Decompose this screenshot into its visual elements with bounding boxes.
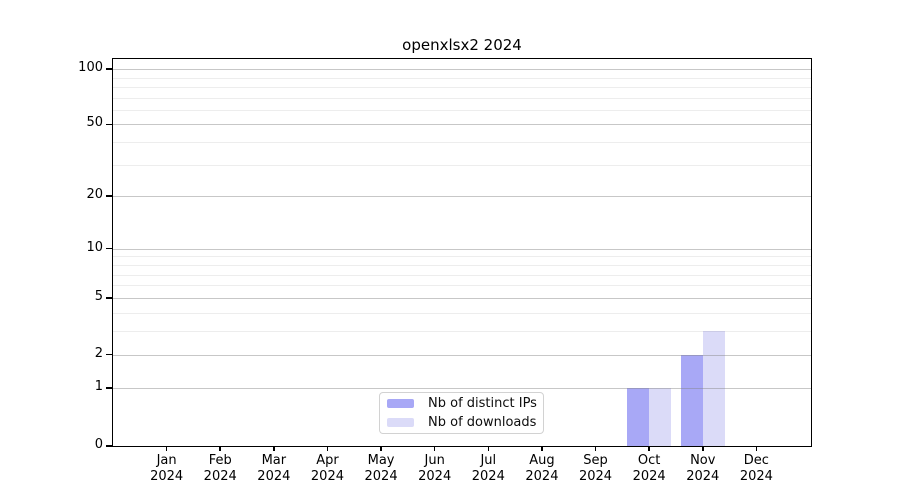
bar-distinct-ips-oct: [627, 387, 650, 446]
x-tick-label-feb: Feb 2024: [192, 453, 248, 485]
x-tick-label-jan: Jan 2024: [139, 453, 195, 485]
y-tick-mark-5: [106, 297, 112, 299]
x-tick-label-oct: Oct 2024: [621, 453, 677, 485]
major-gridline-10: [113, 248, 811, 250]
x-tick-mark-sep: [594, 446, 597, 451]
minor-gridline-9: [113, 256, 811, 258]
y-tick-label-20: 20: [86, 187, 103, 203]
plot-area: [112, 58, 812, 447]
minor-gridline-7: [113, 274, 811, 276]
x-tick-year: 2024: [739, 469, 773, 484]
x-tick-year: 2024: [632, 469, 666, 484]
y-tick-mark-1: [106, 387, 112, 389]
legend-row-downloads: Nb of downloads: [387, 415, 543, 430]
x-tick-mark-jul: [487, 446, 490, 451]
x-tick-month: May: [367, 453, 395, 468]
major-gridline-100: [113, 69, 811, 71]
x-tick-year: 2024: [310, 469, 344, 484]
y-tick-label-1: 1: [94, 378, 103, 394]
x-tick-month: Oct: [637, 453, 661, 468]
major-gridline-2: [113, 354, 811, 356]
x-tick-month: Aug: [529, 453, 555, 468]
minor-gridline-60: [113, 109, 811, 111]
x-tick-year: 2024: [686, 469, 720, 484]
minor-gridline-30: [113, 164, 811, 166]
y-tick-label-10: 10: [86, 239, 103, 255]
x-tick-year: 2024: [471, 469, 505, 484]
y-tick-mark-0: [106, 445, 112, 447]
x-tick-mark-jan: [165, 446, 168, 451]
y-tick-mark-100: [106, 68, 112, 70]
major-gridline-5: [113, 297, 811, 299]
x-tick-month: Jul: [480, 453, 497, 468]
y-tick-mark-20: [106, 195, 112, 197]
x-tick-mark-jun: [433, 446, 436, 451]
x-tick-mark-mar: [273, 446, 275, 451]
x-tick-year: 2024: [203, 469, 237, 484]
bar-distinct-ips-nov: [680, 354, 703, 446]
minor-gridline-3: [113, 331, 811, 332]
x-tick-label-nov: Nov 2024: [675, 453, 731, 485]
x-tick-year: 2024: [257, 469, 291, 484]
x-tick-month: Jun: [424, 453, 445, 468]
minor-gridline-90: [113, 77, 811, 79]
legend-label-distinct-ips: Nb of distinct IPs: [428, 396, 537, 412]
y-tick-label-50: 50: [86, 115, 103, 131]
x-tick-year: 2024: [525, 469, 559, 484]
x-tick-label-may: May 2024: [353, 453, 409, 485]
x-tick-label-mar: Mar 2024: [246, 453, 302, 485]
legend-row-distinct-ips: Nb of distinct IPs: [387, 396, 543, 411]
bar-downloads-nov: [702, 331, 725, 446]
x-tick-label-apr: Apr 2024: [299, 453, 355, 485]
x-tick-label-sep: Sep 2024: [568, 453, 624, 485]
x-tick-label-dec: Dec 2024: [728, 453, 784, 485]
y-tick-mark-2: [106, 353, 112, 356]
x-tick-mark-aug: [541, 446, 543, 451]
major-gridline-50: [113, 124, 811, 126]
x-tick-label-aug: Aug 2024: [514, 453, 570, 485]
major-gridline-1: [113, 387, 811, 389]
x-tick-mark-oct: [648, 446, 650, 451]
minor-gridline-80: [113, 87, 811, 89]
x-tick-mark-nov: [702, 446, 704, 451]
legend-swatch-downloads: [387, 417, 414, 427]
x-tick-year: 2024: [150, 469, 184, 484]
major-gridline-20: [113, 196, 811, 198]
y-tick-label-0: 0: [94, 437, 103, 452]
x-tick-year: 2024: [418, 469, 452, 484]
x-tick-mark-apr: [326, 446, 329, 451]
x-tick-month: Dec: [743, 453, 769, 468]
x-tick-mark-dec: [755, 446, 758, 451]
x-tick-month: Mar: [261, 453, 287, 468]
x-tick-label-jul: Jul 2024: [460, 453, 516, 485]
x-tick-mark-feb: [219, 446, 221, 451]
legend-label-downloads: Nb of downloads: [428, 414, 537, 430]
x-tick-month: Sep: [583, 453, 608, 468]
y-tick-mark-50: [106, 123, 112, 126]
x-tick-mark-may: [380, 446, 382, 451]
chart-title: openxlsx2 2024: [402, 36, 522, 54]
x-tick-label-jun: Jun 2024: [407, 453, 463, 485]
minor-gridline-70: [113, 97, 811, 99]
bar-downloads-oct: [649, 387, 672, 446]
x-tick-month: Jan: [156, 453, 177, 468]
x-tick-month: Apr: [316, 453, 339, 468]
minor-gridline-8: [113, 264, 811, 266]
x-tick-year: 2024: [578, 469, 613, 484]
minor-gridline-6: [113, 285, 811, 287]
minor-gridline-4: [113, 312, 811, 314]
minor-gridline-40: [113, 142, 811, 144]
y-tick-label-100: 100: [78, 60, 103, 76]
x-tick-month: Nov: [690, 453, 716, 468]
x-tick-month: Feb: [208, 453, 232, 468]
x-tick-year: 2024: [364, 469, 398, 484]
y-tick-mark-10: [106, 247, 112, 250]
legend-swatch-distinct-ips: [387, 399, 414, 409]
y-tick-label-2: 2: [94, 345, 103, 361]
legend: Nb of distinct IPs Nb of downloads: [379, 392, 544, 434]
y-tick-label-5: 5: [94, 288, 103, 304]
